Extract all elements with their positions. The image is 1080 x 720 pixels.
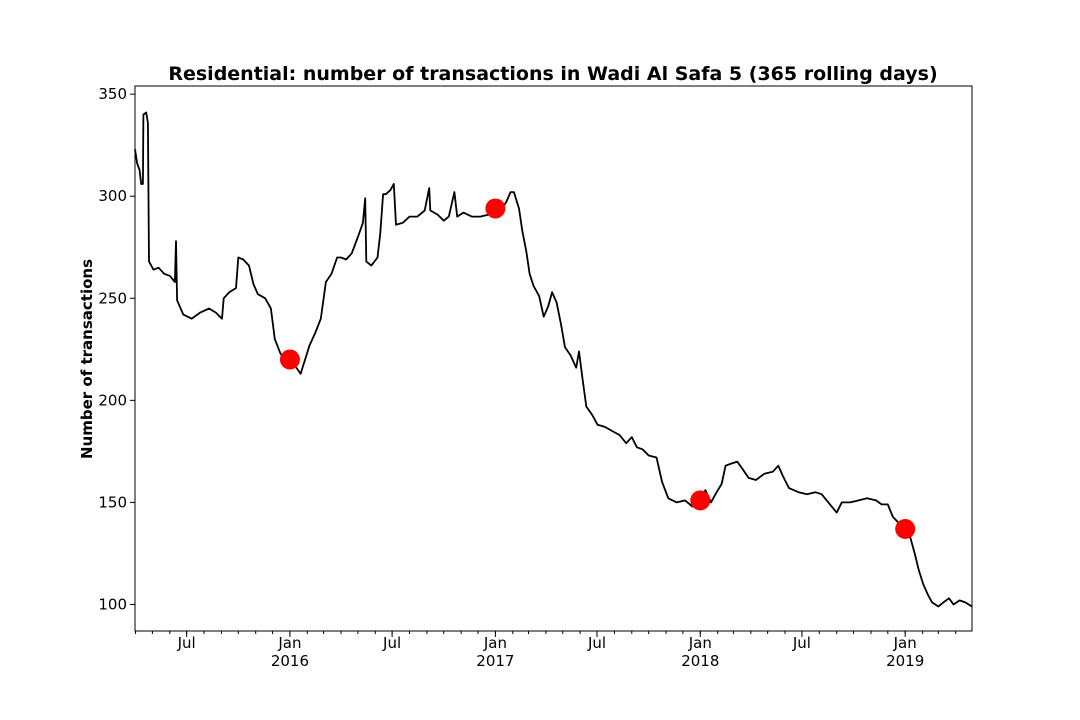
- highlight-marker: [279, 349, 300, 370]
- x-tick-year-label: 2016: [271, 652, 309, 670]
- y-axis: 100 150 200 250 300 350: [98, 85, 135, 613]
- x-tick-label: Jul: [792, 634, 811, 652]
- x-tick-label: Jan: [483, 634, 507, 652]
- y-tick-label: 300: [98, 187, 127, 205]
- y-axis-label: Number of transactions: [78, 259, 96, 459]
- x-tick-label: Jul: [382, 634, 401, 652]
- highlight-marker: [690, 490, 711, 511]
- y-tick-label: 150: [98, 493, 127, 511]
- plot-area: [134, 111, 973, 608]
- axes-frame: [134, 85, 973, 632]
- y-tick-label: 100: [98, 595, 127, 613]
- highlight-marker: [485, 198, 506, 219]
- y-tick-label: 350: [98, 85, 127, 103]
- series-line: [134, 111, 973, 608]
- x-tick-label: Jan: [893, 634, 917, 652]
- x-tick-label: Jan: [277, 634, 301, 652]
- x-tick-year-label: 2018: [681, 652, 719, 670]
- x-tick-year-label: 2019: [886, 652, 924, 670]
- y-tick-label: 250: [98, 289, 127, 307]
- y-tick-label: 200: [98, 391, 127, 409]
- highlight-marker: [895, 518, 916, 539]
- x-tick-label: Jul: [587, 634, 606, 652]
- x-tick-year-label: 2017: [476, 652, 514, 670]
- chart-title: Residential: number of transactions in W…: [168, 63, 937, 85]
- x-tick-label: Jan: [688, 634, 712, 652]
- x-tick-label: Jul: [177, 634, 196, 652]
